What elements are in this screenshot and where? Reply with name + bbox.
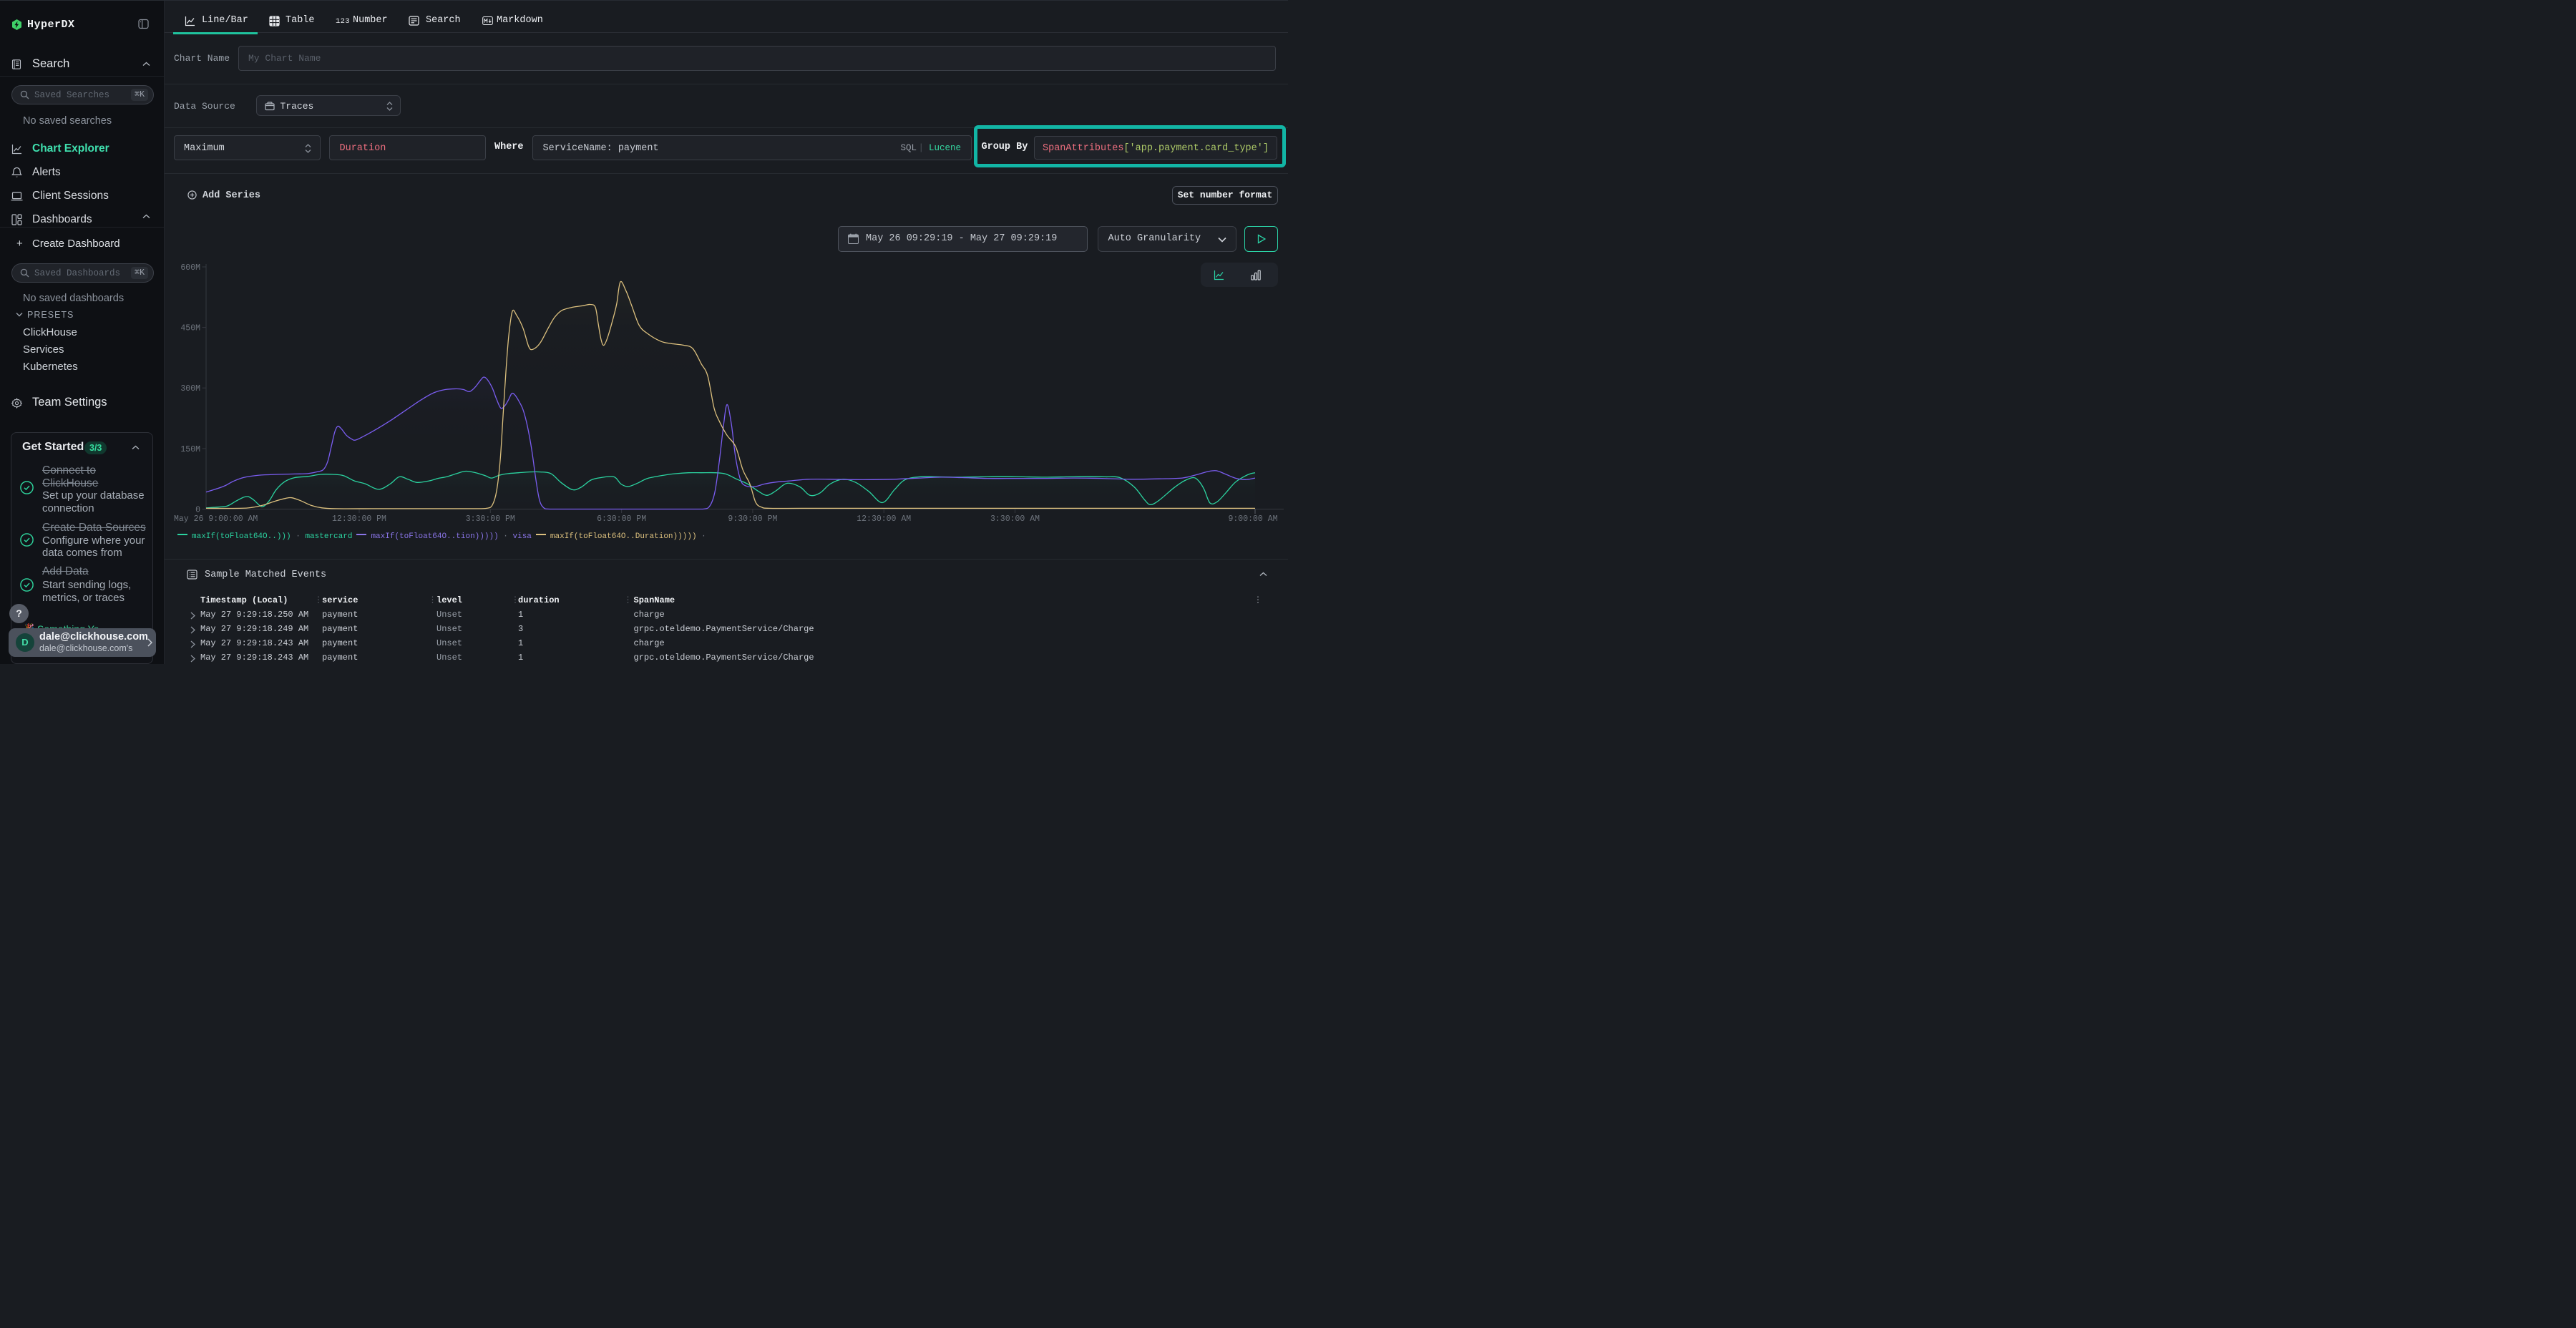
svg-text:150M: 150M [180,445,200,454]
svg-text:9:00:00 AM: 9:00:00 AM [1228,514,1277,524]
svg-text:450M: 450M [180,324,200,333]
svg-text:12:30:00 PM: 12:30:00 PM [332,514,386,524]
svg-text:6:30:00 PM: 6:30:00 PM [597,514,646,524]
svg-text:12:30:00 AM: 12:30:00 AM [857,514,911,524]
svg-text:3:30:00 AM: 3:30:00 AM [990,514,1040,524]
svg-text:9:30:00 PM: 9:30:00 PM [728,514,777,524]
svg-text:May 26 9:00:00 AM: May 26 9:00:00 AM [174,514,258,524]
svg-text:600M: 600M [180,263,200,273]
svg-text:300M: 300M [180,384,200,394]
svg-text:0: 0 [195,506,200,515]
svg-text:3:30:00 PM: 3:30:00 PM [466,514,515,524]
